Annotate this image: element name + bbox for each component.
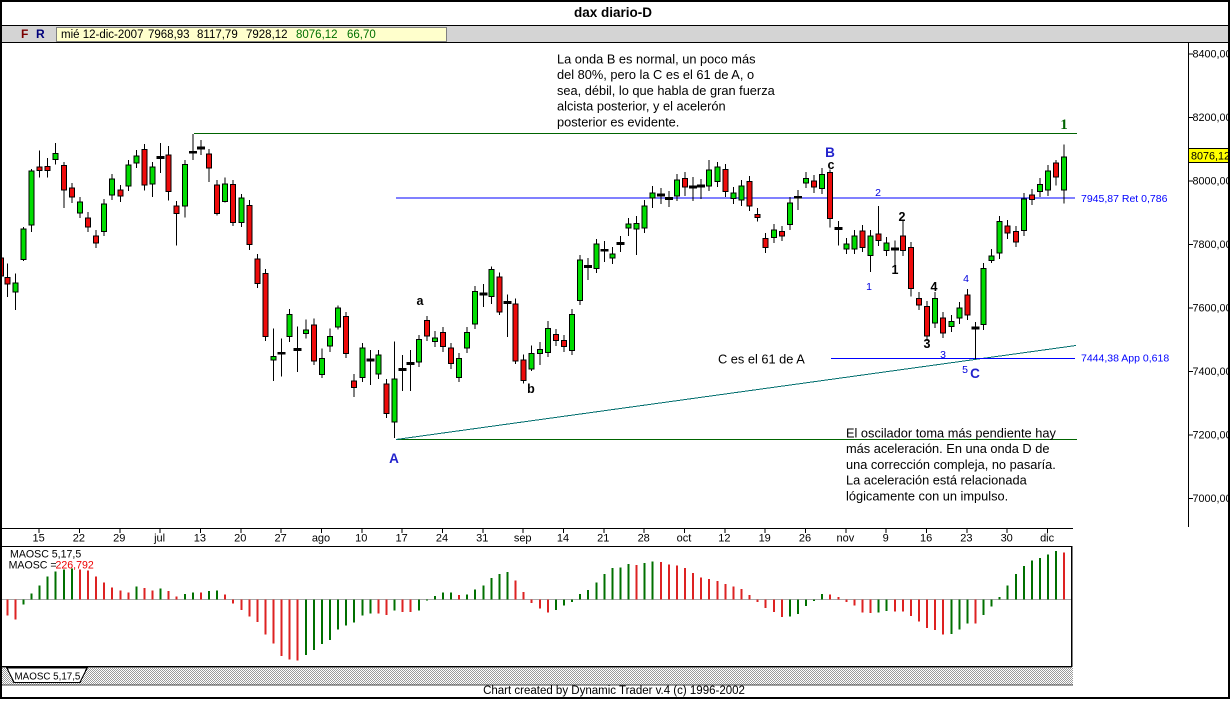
- svg-text:jul: jul: [153, 533, 165, 545]
- svg-text:ago: ago: [312, 533, 330, 545]
- svg-text:8200,00: 8200,00: [1193, 112, 1230, 124]
- svg-text:7968,93: 7968,93: [148, 29, 190, 41]
- svg-text:2: 2: [899, 210, 906, 224]
- svg-text:15: 15: [32, 533, 44, 545]
- svg-text:7800,00: 7800,00: [1193, 239, 1230, 251]
- svg-text:66,70: 66,70: [347, 29, 376, 41]
- svg-text:sea, débil, lo que habla de gr: sea, débil, lo que habla de gran fuerza: [557, 83, 776, 98]
- svg-text:La onda B es normal, un poco m: La onda B es normal, un poco más: [557, 52, 755, 67]
- svg-text:MAOSC 5,17,5: MAOSC 5,17,5: [15, 672, 81, 683]
- svg-text:dax diario-D: dax diario-D: [574, 5, 652, 20]
- svg-text:nov: nov: [837, 533, 855, 545]
- svg-text:1: 1: [866, 281, 872, 293]
- svg-text:1: 1: [1060, 117, 1068, 133]
- svg-text:17: 17: [395, 533, 407, 545]
- svg-text:7400,00: 7400,00: [1193, 366, 1230, 378]
- svg-text:c: c: [828, 158, 835, 172]
- svg-text:26: 26: [799, 533, 811, 545]
- svg-text:31: 31: [476, 533, 488, 545]
- svg-text:8400,00: 8400,00: [1193, 49, 1230, 61]
- svg-text:16: 16: [920, 533, 932, 545]
- svg-text:C: C: [970, 366, 980, 381]
- svg-text:una corrección compleja, no pa: una corrección compleja, no pasaría.: [846, 457, 1056, 472]
- svg-text:21: 21: [597, 533, 609, 545]
- svg-text:más aceleración. En una onda D: más aceleración. En una onda D de: [846, 441, 1049, 456]
- svg-text:mié 12-dic-2007: mié 12-dic-2007: [61, 29, 143, 41]
- svg-text:La aceleración está relacionad: La aceleración está relacionada: [846, 473, 1028, 488]
- svg-text:7200,00: 7200,00: [1193, 430, 1230, 442]
- svg-text:4: 4: [963, 273, 969, 285]
- svg-text:9: 9: [883, 533, 889, 545]
- svg-text:Chart created by Dynamic Trade: Chart created by Dynamic Trader v.4 (c) …: [483, 685, 745, 697]
- svg-text:20: 20: [234, 533, 246, 545]
- svg-text:226,792: 226,792: [56, 560, 94, 572]
- svg-text:14: 14: [557, 533, 569, 545]
- svg-text:R: R: [36, 27, 45, 41]
- svg-text:alcista posterior, y el aceler: alcista posterior, y el acelerón: [557, 99, 726, 114]
- svg-text:El oscilador toma más pendient: El oscilador toma más pendiente hay: [846, 426, 1056, 441]
- svg-text:F: F: [21, 27, 28, 41]
- svg-text:posterior es evidente.: posterior es evidente.: [557, 114, 679, 129]
- svg-text:sep: sep: [514, 533, 532, 545]
- svg-text:23: 23: [960, 533, 972, 545]
- svg-text:7444,38 App 0,618: 7444,38 App 0,618: [1081, 353, 1169, 365]
- svg-text:30: 30: [1001, 533, 1013, 545]
- svg-text:8076,12: 8076,12: [1191, 151, 1230, 163]
- svg-text:lógicamente con un impulso.: lógicamente con un impulso.: [846, 488, 1008, 503]
- svg-text:8117,79: 8117,79: [197, 29, 238, 41]
- svg-text:a: a: [417, 294, 425, 308]
- svg-text:2: 2: [875, 187, 881, 199]
- svg-text:24: 24: [436, 533, 448, 545]
- svg-text:7000,00: 7000,00: [1193, 493, 1230, 505]
- svg-text:7945,87 Ret 0,786: 7945,87 Ret 0,786: [1081, 193, 1168, 205]
- svg-text:10: 10: [355, 533, 367, 545]
- svg-text:C es el 61 de A: C es el 61 de A: [718, 352, 805, 367]
- svg-text:8076,12: 8076,12: [296, 29, 338, 41]
- svg-text:7600,00: 7600,00: [1193, 303, 1230, 315]
- svg-text:A: A: [389, 451, 399, 466]
- svg-text:b: b: [527, 382, 535, 396]
- svg-text:dic: dic: [1040, 533, 1055, 545]
- svg-text:1: 1: [892, 263, 899, 277]
- svg-text:27: 27: [274, 533, 286, 545]
- svg-text:28: 28: [638, 533, 650, 545]
- svg-text:5: 5: [962, 364, 968, 376]
- svg-text:13: 13: [194, 533, 206, 545]
- svg-text:12: 12: [718, 533, 730, 545]
- svg-text:del 80%, pero la C es el 61 de: del 80%, pero la C es el 61 de A, o: [557, 67, 754, 82]
- svg-text:22: 22: [73, 533, 85, 545]
- svg-text:MAOSC =: MAOSC =: [9, 560, 57, 572]
- svg-text:7928,12: 7928,12: [246, 29, 288, 41]
- svg-text:8000,00: 8000,00: [1193, 176, 1230, 188]
- svg-text:19: 19: [759, 533, 771, 545]
- svg-text:oct: oct: [677, 533, 692, 545]
- svg-text:3: 3: [940, 349, 946, 361]
- svg-text:29: 29: [113, 533, 125, 545]
- svg-text:3: 3: [924, 337, 931, 351]
- svg-text:4: 4: [931, 280, 938, 294]
